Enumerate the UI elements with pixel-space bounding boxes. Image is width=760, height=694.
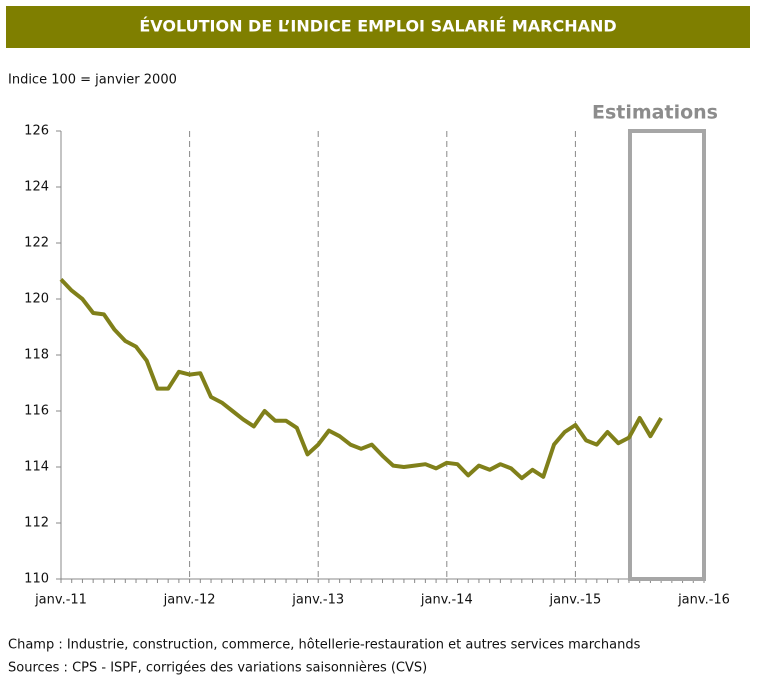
x-tick-label: janv.-12 bbox=[163, 593, 216, 608]
y-tick-label: 122 bbox=[24, 236, 49, 251]
chart-title: ÉVOLUTION DE L’INDICE EMPLOI SALARIÉ MAR… bbox=[139, 17, 616, 36]
estimations-label: Estimations bbox=[592, 102, 718, 124]
y-tick-label: 114 bbox=[24, 460, 49, 475]
y-tick-label: 110 bbox=[24, 572, 49, 587]
y-tick-label: 112 bbox=[24, 516, 49, 531]
note: Champ : Industrie, construction, commerc… bbox=[8, 638, 641, 653]
note: Sources : CPS - ISPF, corrigées des vari… bbox=[8, 661, 427, 676]
x-tick-label: janv.-13 bbox=[291, 593, 344, 608]
x-tick-label: janv.-14 bbox=[420, 593, 473, 608]
title-banner bbox=[6, 6, 750, 48]
y-tick-label: 126 bbox=[24, 124, 49, 139]
x-tick-label: janv.-11 bbox=[34, 593, 87, 608]
y-tick-label: 124 bbox=[24, 180, 49, 195]
y-tick-label: 118 bbox=[24, 348, 49, 363]
x-tick-label: janv.-15 bbox=[548, 593, 601, 608]
estimations-box bbox=[627, 129, 707, 581]
line-series bbox=[59, 278, 663, 481]
y-tick-label: 120 bbox=[24, 292, 49, 307]
y-tick-label: 116 bbox=[24, 404, 49, 419]
subtitle: Indice 100 = janvier 2000 bbox=[8, 73, 177, 88]
x-tick-label: janv.-16 bbox=[677, 593, 730, 608]
